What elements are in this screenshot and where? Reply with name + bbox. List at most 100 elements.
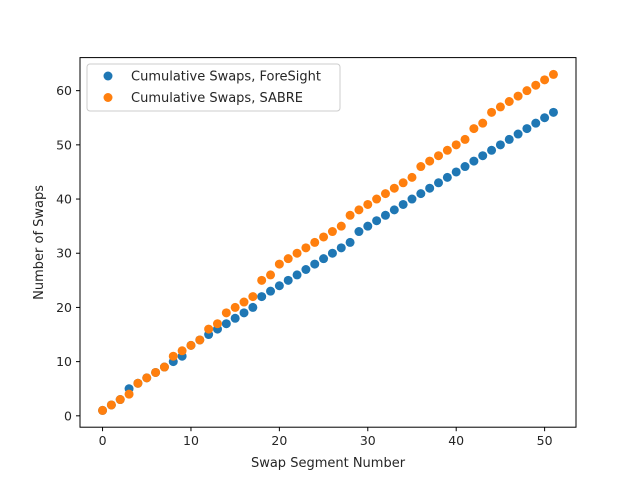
data-point [133,378,143,388]
data-point [248,302,258,312]
data-point [204,324,214,334]
data-point [487,107,497,117]
y-tick-label: 40 [56,192,72,207]
data-point [177,346,187,356]
data-point [407,194,417,204]
data-point [398,178,408,188]
data-point [345,237,355,247]
data-point [274,281,284,291]
data-point [425,156,435,166]
series-1 [98,69,558,415]
data-point [336,243,346,253]
data-point [266,270,276,280]
x-tick-label: 0 [99,433,107,448]
data-point [327,248,337,258]
data-point [354,227,364,237]
legend-marker-foresight [103,71,113,81]
data-point [389,205,399,215]
data-point [363,221,373,231]
data-point [363,199,373,209]
y-tick-label: 60 [56,83,72,98]
data-point [495,102,505,112]
legend: Cumulative Swaps, ForeSight Cumulative S… [86,63,341,112]
data-point [106,400,116,410]
data-point [548,107,558,117]
data-point [504,134,514,144]
data-point [168,351,178,361]
x-tick-label: 40 [448,433,464,448]
data-point [540,75,550,85]
data-point [257,292,267,302]
data-point [301,243,311,253]
data-point [319,232,329,242]
y-tick-label: 50 [56,137,72,152]
data-point [522,124,532,134]
data-point [407,172,417,182]
x-axis-ticks: 0 10 20 30 40 50 [99,427,553,448]
data-point [212,319,222,329]
data-point [442,172,452,182]
data-point [221,319,231,329]
data-point [469,124,479,134]
data-point [540,113,550,123]
data-point [159,362,169,372]
data-point [221,308,231,318]
data-point [398,199,408,209]
data-point [416,162,426,172]
data-point [301,265,311,274]
x-tick-label: 30 [360,433,376,448]
data-point [531,118,541,128]
y-axis-ticks: 0 10 20 30 40 50 60 [56,83,80,423]
data-point [504,97,514,106]
data-point [460,162,470,172]
y-axis-label: Number of Swaps [32,185,47,300]
data-point [380,189,390,199]
data-point [434,178,444,188]
x-axis-label: Swap Segment Number [251,456,406,471]
data-point [460,134,470,144]
data-point [531,80,541,90]
data-point [372,194,382,204]
data-point [451,140,461,150]
data-point [257,275,267,285]
data-point [310,237,320,247]
x-tick-label: 10 [183,433,199,448]
y-tick-label: 30 [56,246,72,261]
data-point [487,145,497,155]
data-point [425,183,435,193]
data-point [478,151,488,161]
data-point [151,367,161,377]
plot-frame [79,57,577,428]
points-layer [98,69,558,415]
data-point [292,270,302,280]
y-tick-label: 20 [56,300,72,315]
data-point [115,395,125,405]
data-point [345,210,355,220]
data-point [124,389,134,399]
data-point [186,340,196,350]
x-tick-label: 20 [271,433,287,448]
data-point [283,254,293,264]
legend-label-foresight: Cumulative Swaps, ForeSight [131,70,321,85]
data-point [478,118,488,128]
data-point [327,227,337,237]
data-point [416,189,426,199]
data-point [230,313,240,323]
data-point [195,335,205,345]
data-point [548,69,558,79]
x-tick-label: 50 [537,433,553,448]
data-point [142,373,152,383]
data-point [266,286,276,296]
data-point [513,129,523,139]
data-point [239,297,249,307]
legend-label-sabre: Cumulative Swaps, SABRE [131,91,303,106]
data-point [230,302,240,312]
data-point [354,205,364,215]
data-point [98,405,108,415]
y-tick-label: 10 [56,354,72,369]
data-point [248,292,258,302]
data-point [513,91,523,101]
y-tick-label: 0 [64,408,72,423]
data-point [336,221,346,231]
